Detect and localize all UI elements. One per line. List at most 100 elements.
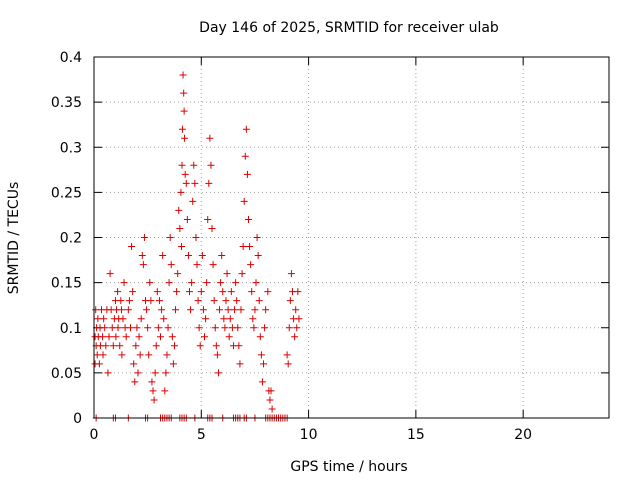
x-tick-label: 20 (514, 427, 532, 443)
data-point (184, 252, 192, 260)
data-point (239, 243, 247, 251)
data-point (125, 297, 133, 305)
data-point (151, 369, 159, 377)
data-point (225, 333, 233, 341)
data-point (295, 315, 303, 323)
data-point (158, 306, 166, 314)
data-point (206, 134, 214, 142)
data-point (173, 288, 181, 296)
data-point (100, 315, 108, 323)
data-point (126, 324, 134, 332)
data-point (188, 279, 196, 287)
data-point (212, 342, 220, 350)
data-point (252, 279, 260, 287)
data-point (174, 270, 182, 278)
data-point (251, 306, 259, 314)
x-tick-label: 15 (407, 427, 425, 443)
y-tick-label: 0.25 (51, 185, 82, 201)
data-point (178, 243, 186, 251)
data-point (268, 405, 276, 413)
data-point (211, 324, 219, 332)
data-point (292, 306, 300, 314)
data-point (248, 288, 256, 296)
data-point (207, 161, 215, 169)
data-point (118, 351, 126, 359)
data-point (150, 396, 158, 404)
data-point (249, 315, 257, 323)
data-point (226, 315, 234, 323)
data-point (264, 288, 272, 296)
data-point (117, 297, 125, 305)
data-point (146, 279, 154, 287)
data-point (133, 324, 141, 332)
data-point (153, 288, 161, 296)
data-point (195, 324, 203, 332)
data-point (135, 333, 143, 341)
data-point (152, 342, 160, 350)
data-point (232, 279, 240, 287)
data-point (112, 333, 120, 341)
data-point (231, 306, 239, 314)
data-point (253, 234, 261, 241)
data-point (129, 288, 137, 296)
data-point (250, 324, 258, 332)
data-point (258, 378, 266, 386)
data-point (286, 297, 294, 305)
data-point (131, 378, 139, 386)
data-point (283, 351, 291, 359)
data-point (243, 170, 251, 178)
data-point (285, 324, 293, 332)
data-point (181, 170, 189, 178)
x-axis-label: GPS time / hours (290, 459, 407, 475)
data-point (199, 306, 207, 314)
data-point (194, 297, 202, 305)
data-point (241, 152, 249, 160)
data-point (165, 279, 173, 287)
data-point (185, 288, 193, 296)
data-point (218, 252, 226, 260)
data-point (116, 342, 124, 350)
data-point (160, 315, 168, 323)
data-point (95, 360, 103, 368)
data-point (122, 333, 130, 341)
data-point (196, 342, 204, 350)
data-point (293, 324, 301, 332)
data-point (247, 261, 255, 269)
data-point (267, 387, 275, 395)
data-point (257, 351, 265, 359)
data-point (190, 161, 198, 169)
data-point (138, 252, 146, 260)
data-point (227, 288, 235, 296)
data-point (99, 351, 107, 359)
data-point (170, 342, 178, 350)
data-point (219, 288, 227, 296)
data-point (191, 179, 199, 187)
data-point (117, 306, 125, 314)
data-point (148, 378, 156, 386)
data-point (139, 261, 147, 269)
data-point (205, 179, 213, 187)
data-point (182, 179, 190, 187)
y-tick-label: 0 (73, 411, 82, 427)
data-point (198, 252, 206, 260)
data-point (214, 369, 222, 377)
data-point (224, 306, 232, 314)
data-point (166, 234, 174, 241)
data-point (161, 387, 169, 395)
data-point (144, 324, 152, 332)
data-point (220, 315, 228, 323)
data-point (178, 125, 186, 133)
data-point (178, 161, 186, 169)
data-point (143, 306, 151, 314)
data-point (167, 261, 175, 269)
data-point (183, 215, 191, 223)
data-point (202, 315, 210, 323)
plot-frame (93, 56, 610, 419)
data-point (255, 297, 263, 305)
data-point (154, 324, 162, 332)
data-point (140, 234, 148, 241)
data-point (223, 270, 231, 278)
data-points (91, 71, 303, 422)
x-tick-label: 5 (197, 427, 206, 443)
data-point (284, 360, 292, 368)
